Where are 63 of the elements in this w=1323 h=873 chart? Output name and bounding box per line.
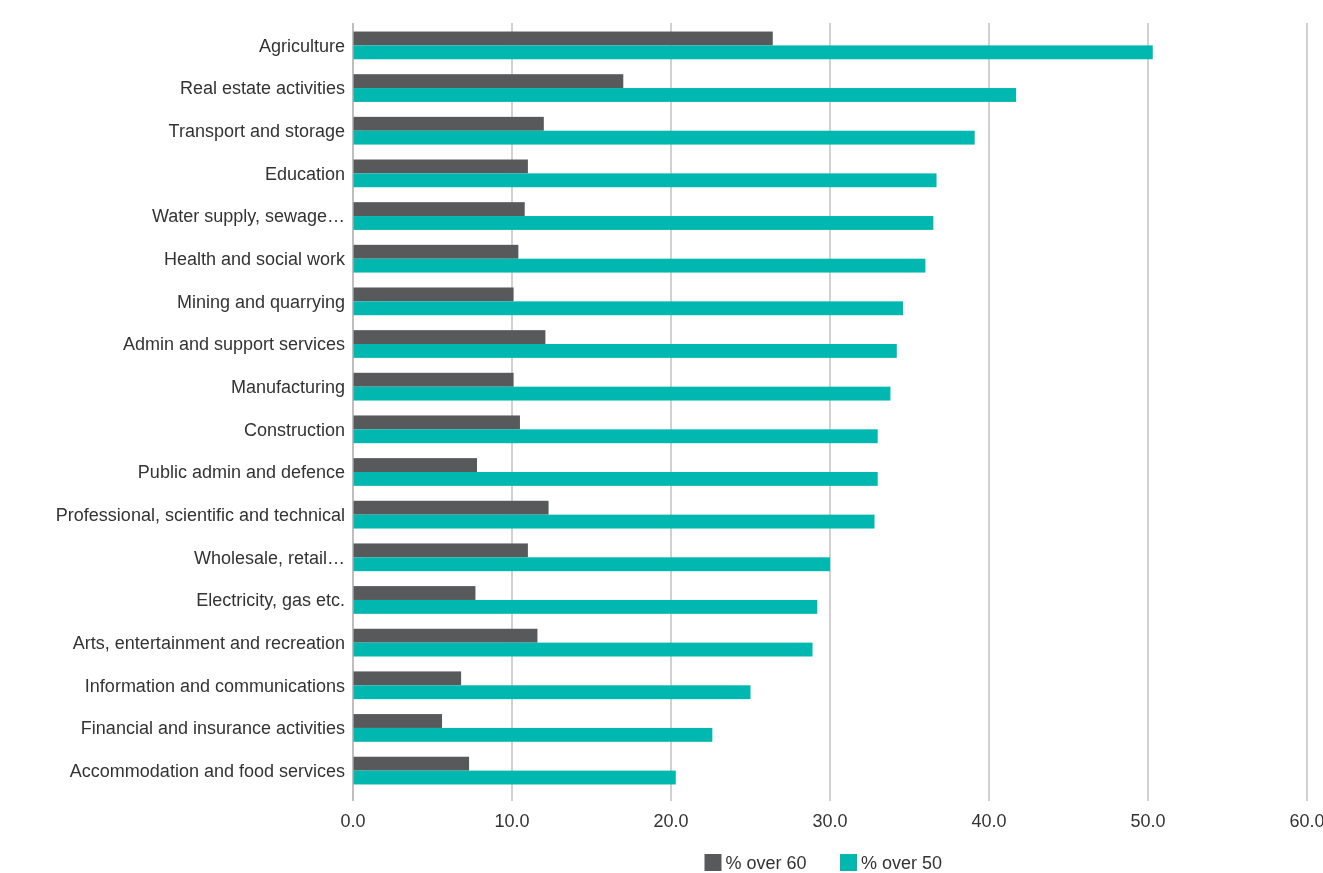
bar xyxy=(353,628,538,643)
bar xyxy=(353,372,514,387)
y-tick-label: Public admin and defence xyxy=(137,462,345,483)
bar xyxy=(353,500,549,515)
bar xyxy=(353,543,528,558)
y-tick-label: Electricity, gas etc. xyxy=(196,590,345,611)
x-tick-label: 60.0 xyxy=(1289,811,1323,831)
bar xyxy=(353,714,443,728)
y-tick-label: Professional, scientific and technical xyxy=(55,504,345,525)
bar xyxy=(353,301,904,316)
y-tick-label: Accommodation and food services xyxy=(69,760,345,781)
y-tick-label: Construction xyxy=(243,419,345,440)
bar xyxy=(353,471,878,486)
bar xyxy=(353,45,1153,60)
x-tick-label: 20.0 xyxy=(653,811,689,831)
y-tick-label: Health and social work xyxy=(163,248,346,269)
y-tick-label: Transport and storage xyxy=(168,121,345,142)
x-tick-label: 40.0 xyxy=(971,811,1007,831)
bar xyxy=(353,116,544,131)
bar xyxy=(353,599,818,614)
y-tick-label: Admin and support services xyxy=(122,334,345,355)
bar xyxy=(353,429,878,444)
x-tick-label: 0.0 xyxy=(340,811,366,831)
bar xyxy=(353,130,975,145)
bar xyxy=(353,88,1017,102)
legend-label: % over 60 xyxy=(725,853,807,873)
bar xyxy=(353,216,934,230)
bar xyxy=(353,74,624,89)
bar xyxy=(353,159,528,174)
bar xyxy=(353,685,751,700)
y-tick-label: Mining and quarrying xyxy=(176,291,345,312)
y-tick-label: Manufacturing xyxy=(230,376,345,397)
bar xyxy=(353,244,519,259)
legend-label: % over 50 xyxy=(861,853,943,873)
bar xyxy=(353,756,470,771)
x-tick-label: 50.0 xyxy=(1130,811,1166,831)
bar xyxy=(353,31,773,46)
bar xyxy=(353,344,897,358)
x-tick-label: 30.0 xyxy=(812,811,848,831)
y-tick-label: Real estate activities xyxy=(179,78,345,99)
y-tick-label: Information and communications xyxy=(84,675,345,696)
y-tick-label: Water supply, sewage… xyxy=(151,206,345,227)
bar xyxy=(353,770,676,785)
bar xyxy=(353,642,813,657)
bar xyxy=(353,727,713,742)
bar xyxy=(353,458,478,472)
y-tick-label: Arts, entertainment and recreation xyxy=(72,632,345,653)
bar xyxy=(353,386,891,401)
y-tick-label: Financial and insurance activities xyxy=(80,718,345,739)
bar xyxy=(353,287,514,302)
bar xyxy=(353,586,476,600)
bar xyxy=(353,173,937,188)
bar xyxy=(353,514,875,529)
y-tick-label: Education xyxy=(264,163,345,184)
bar xyxy=(353,415,520,430)
bar xyxy=(353,258,926,273)
y-tick-label: Agriculture xyxy=(258,35,345,56)
y-tick-label: Wholesale, retail… xyxy=(193,547,345,568)
bar xyxy=(353,557,830,572)
bar xyxy=(353,202,525,217)
x-tick-label: 10.0 xyxy=(494,811,530,831)
bar xyxy=(353,330,546,345)
bar xyxy=(353,671,462,686)
